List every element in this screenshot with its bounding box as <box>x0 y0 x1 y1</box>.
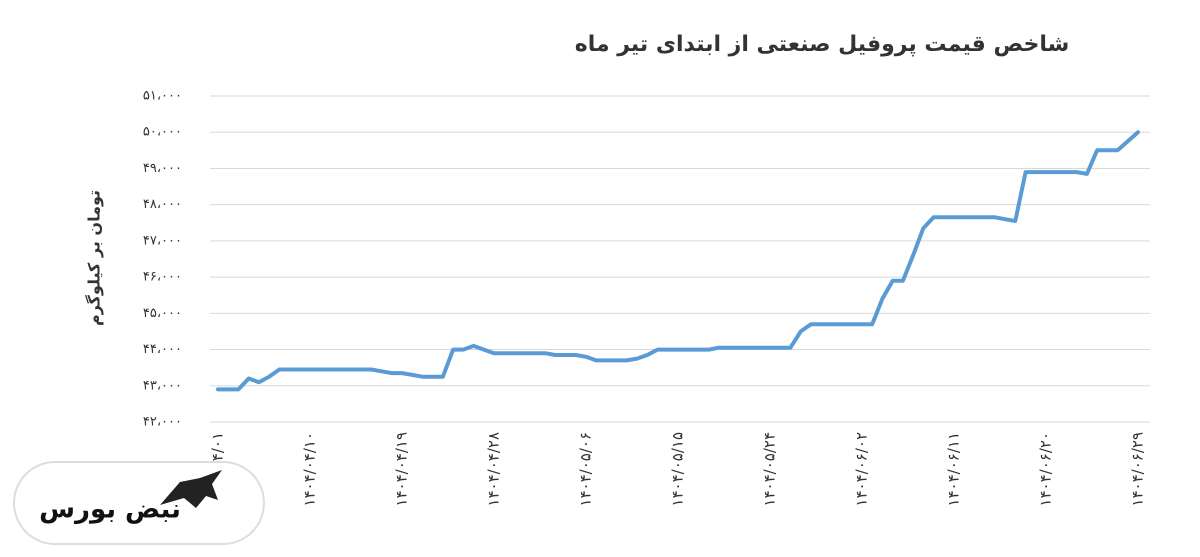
x-tick-label: ۱۴۰۴/۰۴/۲۸ <box>485 432 503 507</box>
y-tick-label: ۴۴،۰۰۰ <box>143 342 182 357</box>
y-tick-label: ۴۹،۰۰۰ <box>143 161 182 176</box>
y-tick-label: ۴۶،۰۰۰ <box>143 270 182 285</box>
y-tick-label: ۴۸،۰۰۰ <box>143 197 182 212</box>
y-tick-label: ۴۳،۰۰۰ <box>143 378 182 393</box>
x-tick-label: ۱۴۰۴/۰۵/۰۶ <box>577 432 595 507</box>
plot-area: ۴۲،۰۰۰ ۴۳،۰۰۰ ۴۴،۰۰۰ ۴۵،۰۰۰ ۴۶،۰۰۰ ۴۷،۰۰۰ ۴۸،۰… <box>143 89 1150 507</box>
x-tick-label: ۱۴۰۴/۰۶/۱۱ <box>945 432 963 507</box>
x-tick-label: ۱۴۰۴/۰۵/۲۴ <box>761 432 779 507</box>
y-tick-label: ۵۱،۰۰۰ <box>143 89 182 104</box>
y-tick-label: ۴۲،۰۰۰ <box>143 415 182 430</box>
x-tick-label: ۱۴۰۴/۰۶/۲۰ <box>1037 432 1055 507</box>
x-tick-label: ۱۴۰۴/۰۶/۰۲ <box>853 432 871 507</box>
x-tick-label: ۱۴۰۴/۰۵/۱۵ <box>669 432 687 507</box>
x-tick-label: ۱۴۰۴/۰۴/۱۹ <box>393 432 411 507</box>
logo-bull <box>160 470 222 508</box>
y-axis-title: تومان بر کیلوگرم <box>85 190 104 326</box>
y-tick-label: ۴۵،۰۰۰ <box>143 306 182 321</box>
logo: نبض بورس <box>13 461 265 545</box>
chart-title: شاخص قیمت پروفیل صنعتی از ابتدای تیر ماه <box>575 32 1070 57</box>
x-tick-label: ۱۴۰۴/۰۶/۲۹ <box>1129 432 1147 507</box>
logo-text: نبض بورس <box>39 495 181 525</box>
x-tick-label: ۱۴۰۴/۰۴/۱۰ <box>301 432 319 507</box>
y-tick-label: ۵۰،۰۰۰ <box>143 125 182 140</box>
y-tick-label: ۴۷،۰۰۰ <box>143 233 182 248</box>
data-line <box>216 130 1140 392</box>
